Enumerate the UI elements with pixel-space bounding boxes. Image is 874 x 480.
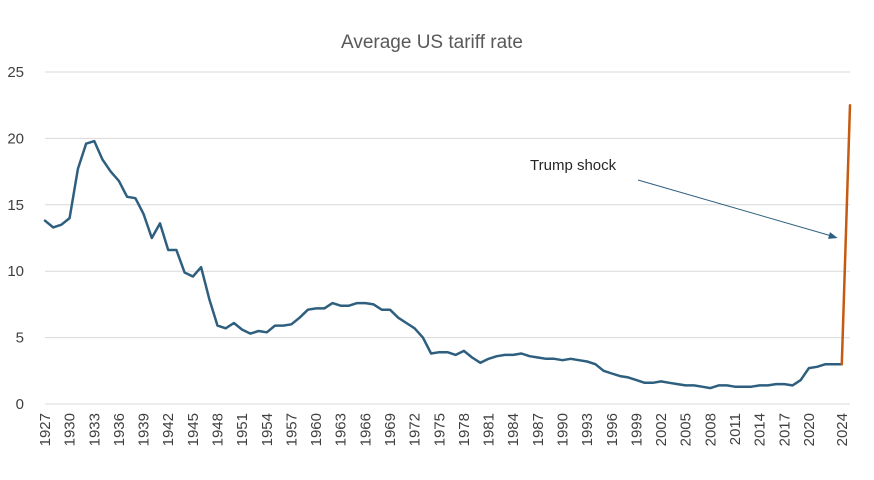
x-tick-label: 2024 bbox=[834, 413, 851, 446]
x-axis-tick-labels: 1927 1930 1933 1936 1939 1942 1945 1948 1951 1954… bbox=[37, 413, 851, 446]
series-line-trump-shock bbox=[840, 103, 852, 366]
y-tick-label: 25 bbox=[7, 64, 24, 81]
x-tick-label: 1963 bbox=[333, 413, 350, 446]
x-tick-label: 2014 bbox=[752, 413, 769, 446]
x-tick-label: 1957 bbox=[283, 413, 300, 446]
chart-title: Average US tariff rate bbox=[341, 32, 523, 53]
x-tick-label: 1978 bbox=[456, 413, 473, 446]
x-tick-label: 1966 bbox=[357, 413, 374, 446]
x-tick-label: 2005 bbox=[678, 413, 695, 446]
y-tick-label: 0 bbox=[16, 396, 24, 413]
x-tick-label: 1939 bbox=[136, 413, 153, 446]
x-tick-label: 1933 bbox=[86, 413, 103, 446]
annotation-trump-shock: Trump shock bbox=[530, 157, 617, 174]
x-tick-label: 1990 bbox=[555, 413, 572, 446]
x-tick-label: 1927 bbox=[37, 413, 54, 446]
x-tick-label: 1984 bbox=[505, 413, 522, 446]
plot-area bbox=[43, 103, 852, 390]
x-tick-label: 1948 bbox=[210, 413, 227, 446]
x-tick-label: 1996 bbox=[604, 413, 621, 446]
x-tick-label: 1993 bbox=[579, 413, 596, 446]
x-tick-label: 2017 bbox=[776, 413, 793, 446]
y-axis-tick-labels: 0 5 10 15 20 25 bbox=[7, 64, 24, 413]
y-tick-label: 5 bbox=[16, 330, 24, 347]
y-tick-label: 20 bbox=[7, 130, 24, 147]
annotation-arrow-line bbox=[637, 179, 832, 237]
x-tick-label: 2020 bbox=[801, 413, 818, 446]
annotation-group: Trump shock bbox=[530, 157, 838, 239]
x-tick-label: 1987 bbox=[530, 413, 547, 446]
x-tick-label: 1945 bbox=[185, 413, 202, 446]
x-tick-label: 1936 bbox=[111, 413, 128, 446]
x-tick-label: 1942 bbox=[160, 413, 177, 446]
x-tick-label: 1954 bbox=[259, 413, 276, 446]
x-tick-label: 1999 bbox=[628, 413, 645, 446]
y-tick-label: 10 bbox=[7, 263, 24, 280]
x-tick-label: 2002 bbox=[653, 413, 670, 446]
x-tick-label: 1960 bbox=[308, 413, 325, 446]
x-tick-label: 1969 bbox=[382, 413, 399, 446]
x-tick-label: 1981 bbox=[481, 413, 498, 446]
series-line-historical bbox=[43, 139, 844, 390]
x-tick-label: 1951 bbox=[234, 413, 251, 446]
x-tick-label: 1975 bbox=[431, 413, 448, 446]
x-tick-label: 1972 bbox=[407, 413, 424, 446]
x-tick-label: 2008 bbox=[702, 413, 719, 446]
gridlines bbox=[45, 71, 850, 405]
annotation-arrow-head bbox=[828, 232, 838, 239]
y-tick-label: 15 bbox=[7, 197, 24, 214]
x-tick-label: 1930 bbox=[62, 413, 79, 446]
x-tick-label: 2011 bbox=[727, 413, 744, 445]
